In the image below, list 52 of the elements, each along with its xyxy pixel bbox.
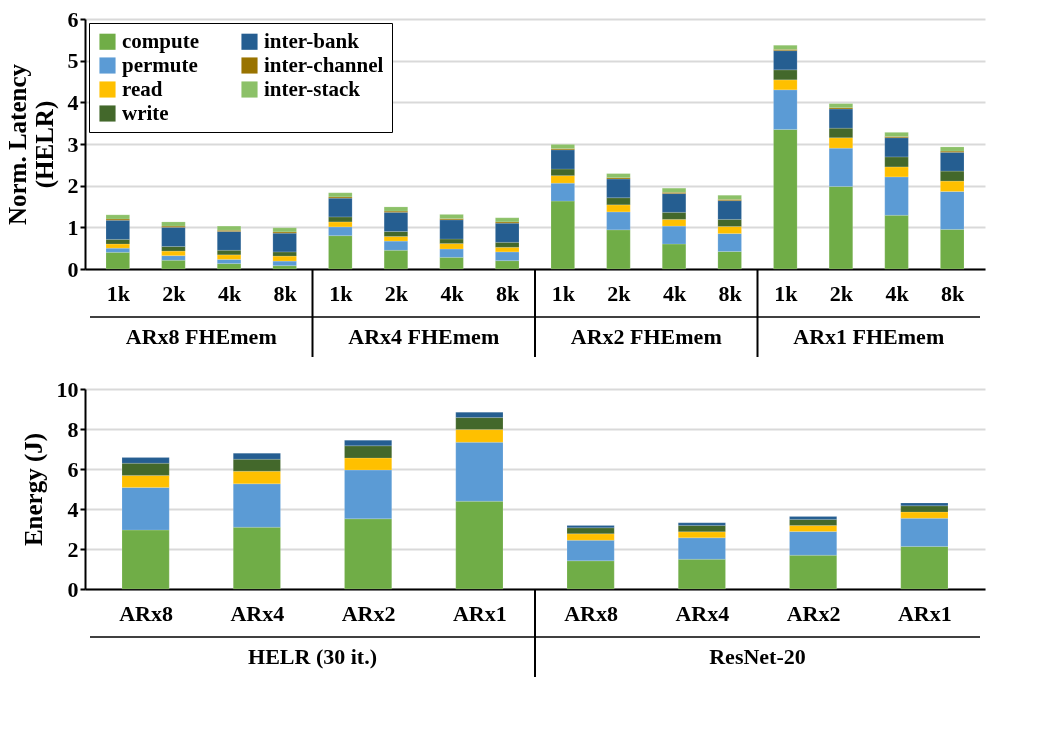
x-tick-label: 2k <box>384 280 409 306</box>
x-tick-label: 1k <box>551 280 576 306</box>
legend-label: inter-bank <box>264 28 360 53</box>
y-tick-label: 8 <box>67 416 79 442</box>
text: ResNet-20 <box>709 644 806 669</box>
x-tick-label: ARx8 <box>119 600 174 626</box>
legend-label: compute <box>122 28 199 53</box>
legend-label: inter-channel <box>264 52 384 77</box>
legend-label: read <box>122 76 163 101</box>
x-tick-label: 2k <box>162 280 187 306</box>
x-tick-label: 8k <box>273 280 298 306</box>
x-tick-label: ARx2 <box>786 600 841 626</box>
y-tick-label: 10 <box>56 376 79 402</box>
x-tick-label: ARx8 <box>564 600 619 626</box>
text: ARx8 FHEmem <box>125 324 277 349</box>
y-tick-label: 5 <box>67 48 79 74</box>
x-tick-label: 2k <box>607 280 632 306</box>
y-axis-title: Energy (J) <box>19 432 48 547</box>
y-tick-label: 3 <box>67 131 79 157</box>
y-tick-label: 6 <box>67 6 79 32</box>
x-tick-label: 4k <box>217 280 242 306</box>
y-tick-label: 6 <box>67 456 79 482</box>
y-tick-label: 0 <box>67 256 79 282</box>
x-tick-label: ARx4 <box>230 600 285 626</box>
x-tick-label: 1k <box>329 280 354 306</box>
legend-label: inter-stack <box>264 76 361 101</box>
x-tick-label: 2k <box>829 280 854 306</box>
x-tick-label: ARx4 <box>675 600 730 626</box>
x-tick-label: 1k <box>774 280 799 306</box>
legend-label: write <box>122 100 169 125</box>
y-tick-label: 1 <box>67 214 79 240</box>
x-tick-label: 8k <box>941 280 966 306</box>
x-tick-label: ARx1 <box>452 600 507 626</box>
y-axis-title: Norm. Latency (HELR) <box>3 63 59 226</box>
y-tick-label: 4 <box>67 496 79 522</box>
x-tick-label: 8k <box>496 280 521 306</box>
text: ARx2 FHEmem <box>570 324 722 349</box>
y-tick-label: 4 <box>67 89 79 115</box>
x-tick-label: 4k <box>440 280 465 306</box>
text: ARx1 FHEmem <box>793 324 945 349</box>
y-tick-label: 0 <box>67 576 79 602</box>
x-tick-label: 8k <box>718 280 743 306</box>
x-tick-label: ARx2 <box>341 600 396 626</box>
text: ARx4 FHEmem <box>348 324 500 349</box>
y-tick-label: 2 <box>67 536 79 562</box>
legend-label: permute <box>122 52 198 77</box>
x-tick-label: ARx1 <box>897 600 952 626</box>
y-tick-label: 2 <box>67 173 79 199</box>
text: HELR (30 it.) <box>248 644 377 669</box>
x-tick-label: 4k <box>885 280 910 306</box>
x-tick-label: 1k <box>106 280 131 306</box>
x-tick-label: 4k <box>662 280 687 306</box>
